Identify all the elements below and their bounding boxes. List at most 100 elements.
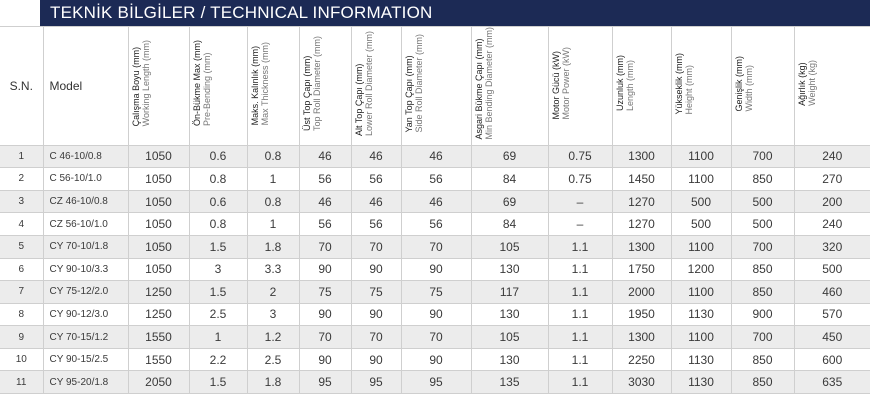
column-header-turkish: Çalışma Boyu (mm) [130, 46, 141, 127]
column-header-turkish: Yükseklik (mm) [673, 52, 684, 115]
value-cell: 130 [470, 347, 549, 372]
value-cell: 70 [298, 234, 352, 259]
row-number-cell: 2 [0, 167, 44, 191]
column-header: Yan Top Çapı (mm) Side Roll Diameter (mm) [400, 26, 472, 146]
column-header-turkish: Alt Top Çapı (mm) [353, 63, 364, 136]
value-cell: 1.8 [246, 370, 300, 395]
column-header-label: Motor Gücü (kW) Motor Power (kW) [551, 47, 571, 120]
value-cell: 2250 [611, 347, 672, 372]
value-cell: 1250 [127, 280, 190, 304]
value-cell: 90 [400, 257, 472, 282]
sn-header: S.N. [0, 26, 44, 146]
value-cell: 1.1 [547, 325, 613, 349]
value-cell: 2050 [127, 370, 190, 395]
column-header-turkish: Ağırlık (kg) [796, 62, 807, 107]
value-cell: 500 [670, 189, 732, 214]
value-cell: 1100 [670, 234, 732, 259]
model-header: Model [42, 26, 129, 146]
model-cell: CZ 46-10/0.8 [42, 189, 129, 214]
value-cell: 1270 [611, 189, 672, 214]
column-header: Ön-Bükme Max (mm) Pre-Bending (mm) [188, 26, 248, 146]
column-header: Maks. Kalınlık (mm) Max Thickness (mm) [246, 26, 300, 146]
value-cell: 1 [246, 212, 300, 236]
value-cell: 70 [350, 325, 402, 349]
value-cell: 90 [350, 257, 402, 282]
value-cell: 46 [400, 144, 472, 169]
column-header: Yükseklik (mm) Height (mm) [670, 26, 732, 146]
value-cell: 46 [298, 144, 352, 169]
value-cell: 1050 [127, 189, 190, 214]
value-cell: 900 [730, 302, 795, 327]
value-cell: 0.8 [246, 189, 300, 214]
value-cell: 90 [400, 302, 472, 327]
value-cell: 1 [188, 325, 248, 349]
value-cell: 1.1 [547, 347, 613, 372]
column-header: Alt Top Çapı (mm) Lower Roll Diameter (mm… [350, 26, 402, 146]
value-cell: 75 [350, 280, 402, 304]
column-header-label: Asgari Bükme Çapı (mm) Min Bending Diamet… [474, 27, 494, 140]
column-header-english: Length (mm) [624, 60, 635, 112]
column-header-turkish: Uzunluk (mm) [614, 55, 625, 112]
column-header: Üst Top Çapı (mm) Top Roll Diameter (mm) [298, 26, 352, 146]
value-cell: 90 [350, 347, 402, 372]
column-header: Motor Gücü (kW) Motor Power (kW) [547, 26, 613, 146]
column-header-turkish: Genişlik (mm) [733, 55, 744, 112]
column-header-turkish: Yan Top Çapı (mm) [403, 55, 414, 133]
column-header-english: Min Bending Diameter (mm) [483, 27, 494, 140]
model-cell: CY 95-20/1.8 [42, 370, 129, 395]
value-cell: 70 [400, 234, 472, 259]
value-cell: 850 [730, 167, 795, 191]
model-cell: CY 90-10/3.3 [42, 257, 129, 282]
column-header: Ağırlık (kg) Weight (kg) [793, 26, 870, 146]
value-cell: 75 [400, 280, 472, 304]
value-cell: 1300 [611, 325, 672, 349]
value-cell: 1130 [670, 347, 732, 372]
column-header-label: Uzunluk (mm) Length (mm) [615, 55, 635, 111]
column-header-label: Yan Top Çapı (mm) Side Roll Diameter (mm) [404, 34, 424, 133]
value-cell: 460 [793, 280, 870, 304]
value-cell: 1100 [670, 280, 732, 304]
column-header: Genişlik (mm) Width (mm) [730, 26, 795, 146]
value-cell: 1130 [670, 302, 732, 327]
value-cell: 70 [400, 325, 472, 349]
value-cell: 850 [730, 280, 795, 304]
table-row: 8 CY 90-12/3.0 1250 2.5 3 90 90 90 130 1.1 1950 113… [0, 302, 870, 327]
table-row: 9 CY 70-15/1.2 1550 1 1.2 70 70 70 105 1.1 1300 110… [0, 325, 870, 349]
value-cell: 1.1 [547, 370, 613, 395]
value-cell: 2.5 [188, 302, 248, 327]
value-cell: 270 [793, 167, 870, 191]
column-header: Çalışma Boyu (mm) Working Length (mm) [127, 26, 190, 146]
column-header-english: Top Roll Diameter (mm) [311, 35, 322, 131]
column-header: Asgari Bükme Çapı (mm) Min Bending Diamet… [470, 26, 549, 146]
value-cell: 70 [350, 234, 402, 259]
model-cell: CZ 56-10/1.0 [42, 212, 129, 236]
value-cell: 500 [793, 257, 870, 282]
value-cell: 700 [730, 234, 795, 259]
value-cell: 0.75 [547, 167, 613, 191]
value-cell: 75 [298, 280, 352, 304]
technical-info-table: S.N. Model Çalışma Boyu (mm) Working Leng… [0, 26, 870, 395]
value-cell: 70 [298, 325, 352, 349]
value-cell: 1750 [611, 257, 672, 282]
value-cell: 1950 [611, 302, 672, 327]
value-cell: 56 [298, 167, 352, 191]
column-header-english: Max Thickness (mm) [259, 41, 270, 125]
value-cell: 1300 [611, 144, 672, 169]
table-row: 5 CY 70-10/1.8 1050 1.5 1.8 70 70 70 105 1.1 1300 1… [0, 234, 870, 259]
column-header-english: Motor Power (kW) [560, 47, 571, 120]
value-cell: 1100 [670, 325, 732, 349]
table-row: 10 CY 90-15/2.5 1550 2.2 2.5 90 90 90 130 1.1 2250… [0, 347, 870, 372]
value-cell: 0.8 [188, 167, 248, 191]
value-cell: 1100 [670, 167, 732, 191]
value-cell: 56 [350, 167, 402, 191]
value-cell: 1.1 [547, 302, 613, 327]
table-row: 11 CY 95-20/1.8 2050 1.5 1.8 95 95 95 135 1.1 3030… [0, 370, 870, 395]
value-cell: 3030 [611, 370, 672, 395]
header-row: S.N. Model Çalışma Boyu (mm) Working Leng… [0, 26, 870, 146]
value-cell: 46 [400, 189, 472, 214]
row-number-cell: 1 [0, 144, 44, 169]
value-cell: 95 [400, 370, 472, 395]
value-cell: 700 [730, 144, 795, 169]
value-cell: 117 [470, 280, 549, 304]
